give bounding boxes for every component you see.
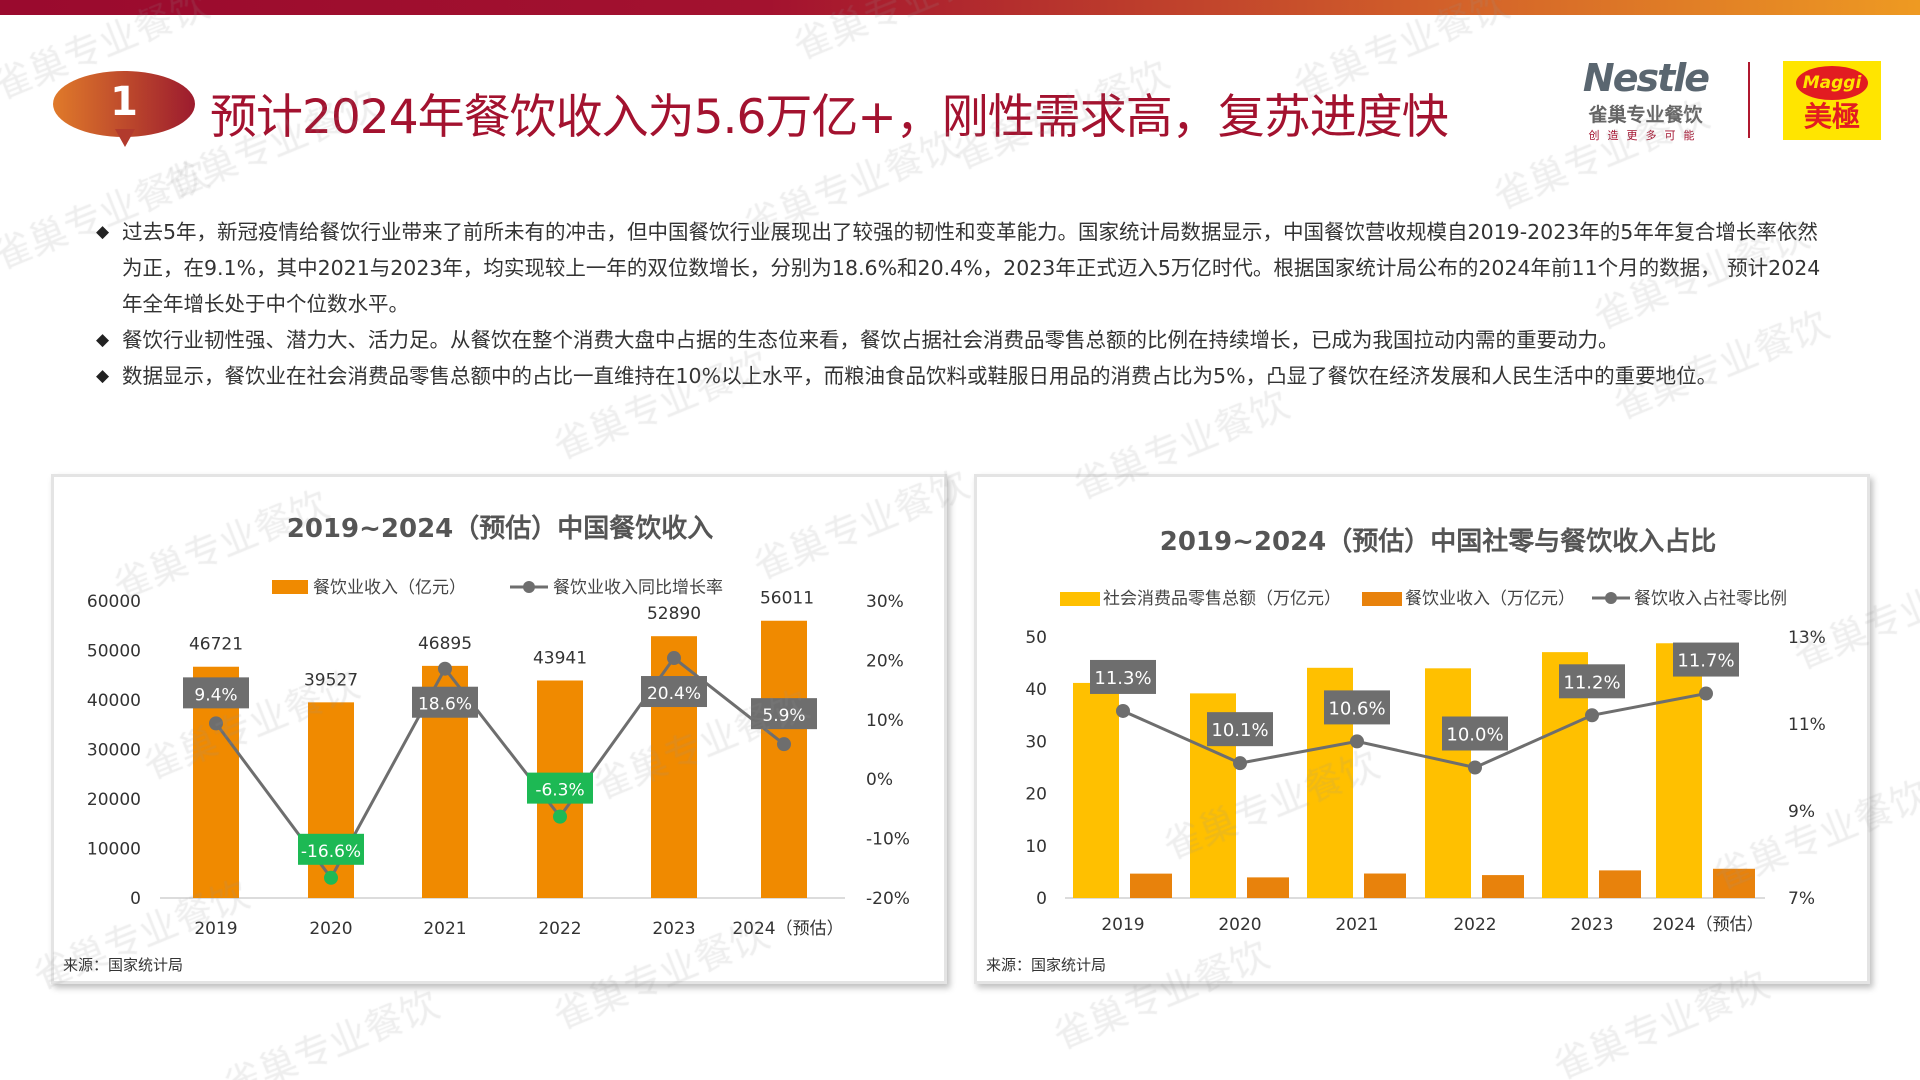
chart-title: 2019~2024（预估）中国餐饮收入 xyxy=(287,514,714,544)
bar-retail xyxy=(1073,682,1119,898)
line-data-label: 10.6% xyxy=(1328,698,1385,719)
bar xyxy=(308,702,354,898)
x-tick-label: 2019 xyxy=(194,919,237,939)
line-point xyxy=(1699,686,1713,701)
line-point xyxy=(1350,734,1364,749)
y-tick-label: 20 xyxy=(1025,785,1047,805)
x-tick-label: 2020 xyxy=(309,919,352,939)
y2-tick-label: 20% xyxy=(866,651,904,671)
line-point xyxy=(553,809,567,824)
x-tick-label: 2022 xyxy=(538,919,581,939)
x-tick-label: 2023 xyxy=(652,919,695,939)
line-data-label: 18.6% xyxy=(418,695,472,715)
x-tick-label: 2021 xyxy=(1335,915,1378,935)
line-point xyxy=(209,716,223,731)
bar-data-label: 56011 xyxy=(760,589,814,609)
bar xyxy=(651,636,697,898)
bar-restaurant xyxy=(1130,873,1172,898)
line-data-label: 11.7% xyxy=(1677,651,1734,672)
line-data-label: 11.3% xyxy=(1094,668,1151,689)
x-tick-label: 2023 xyxy=(1570,915,1613,935)
line-data-label: 20.4% xyxy=(647,684,701,704)
y2-tick-label: 0% xyxy=(866,770,893,790)
y-tick-label: 20000 xyxy=(87,790,141,810)
line-point xyxy=(1585,708,1599,723)
legend-label: 餐饮收入占社零比例 xyxy=(1634,589,1787,609)
line-data-label: -6.3% xyxy=(535,781,584,801)
line-data-label: 11.2% xyxy=(1563,672,1620,693)
x-tick-label: 2020 xyxy=(1218,915,1261,935)
legend-label: 餐饮业收入（亿元） xyxy=(313,578,466,598)
y-tick-label: 10 xyxy=(1025,837,1047,857)
legend-label: 社会消费品零售总额（万亿元） xyxy=(1103,589,1341,609)
legend-swatch-marker xyxy=(523,581,535,593)
bar-data-label: 46895 xyxy=(418,634,472,654)
line-data-label: 9.4% xyxy=(194,685,237,705)
y2-tick-label: -10% xyxy=(866,830,910,850)
y-tick-label: 30000 xyxy=(87,741,141,761)
line-point xyxy=(1233,756,1247,771)
x-tick-label: 2019 xyxy=(1101,915,1144,935)
y-tick-label: 40000 xyxy=(87,691,141,711)
bar-restaurant xyxy=(1599,870,1641,898)
y2-tick-label: 7% xyxy=(1788,889,1815,909)
bar xyxy=(761,620,807,898)
legend-swatch-bar xyxy=(272,580,308,594)
bar-retail xyxy=(1656,643,1702,898)
line-point xyxy=(438,661,452,676)
bar-retail xyxy=(1425,668,1471,898)
line-point xyxy=(667,651,681,666)
legend-swatch-bar xyxy=(1362,592,1402,606)
line-data-label: 10.1% xyxy=(1211,720,1268,741)
y-tick-label: 0 xyxy=(130,889,141,909)
y2-tick-label: 9% xyxy=(1788,802,1815,822)
y-tick-label: 60000 xyxy=(87,592,141,612)
legend-swatch-marker xyxy=(1605,592,1617,604)
line-point xyxy=(777,737,791,752)
x-tick-label: 2021 xyxy=(423,919,466,939)
y2-tick-label: 13% xyxy=(1788,628,1826,648)
bar-data-label: 46721 xyxy=(189,635,243,655)
line-point xyxy=(1116,703,1130,718)
y-tick-label: 10000 xyxy=(87,840,141,860)
line-data-label: 5.9% xyxy=(762,706,805,726)
y-tick-label: 30 xyxy=(1025,732,1047,752)
line-data-label: -16.6% xyxy=(301,842,361,862)
y2-tick-label: 30% xyxy=(866,592,904,612)
x-tick-label: 2024（预估） xyxy=(1652,915,1763,935)
line-point xyxy=(324,870,338,885)
line-data-label: 10.0% xyxy=(1446,725,1503,746)
legend-swatch-bar xyxy=(1060,592,1100,606)
bar-restaurant xyxy=(1713,868,1755,898)
y-tick-label: 0 xyxy=(1036,889,1047,909)
x-tick-label: 2022 xyxy=(1453,915,1496,935)
legend-label: 餐饮业收入同比增长率 xyxy=(553,578,723,598)
y-tick-label: 50 xyxy=(1025,628,1047,648)
line-point xyxy=(1468,760,1482,775)
chart-title: 2019~2024（预估）中国社零与餐饮收入占比 xyxy=(1160,526,1717,557)
bar-restaurant xyxy=(1247,877,1289,898)
y2-tick-label: -20% xyxy=(866,889,910,909)
bar-restaurant xyxy=(1364,873,1406,898)
y2-tick-label: 10% xyxy=(866,711,904,731)
legend-label: 餐饮业收入（万亿元） xyxy=(1405,589,1575,609)
bar-data-label: 39527 xyxy=(304,670,358,690)
y2-tick-label: 11% xyxy=(1788,715,1826,735)
bar-data-label: 43941 xyxy=(533,648,587,668)
bar-restaurant xyxy=(1482,875,1524,898)
bar-data-label: 52890 xyxy=(647,604,701,624)
y-tick-label: 50000 xyxy=(87,642,141,662)
x-tick-label: 2024（预估） xyxy=(732,919,843,939)
y-tick-label: 40 xyxy=(1025,680,1047,700)
